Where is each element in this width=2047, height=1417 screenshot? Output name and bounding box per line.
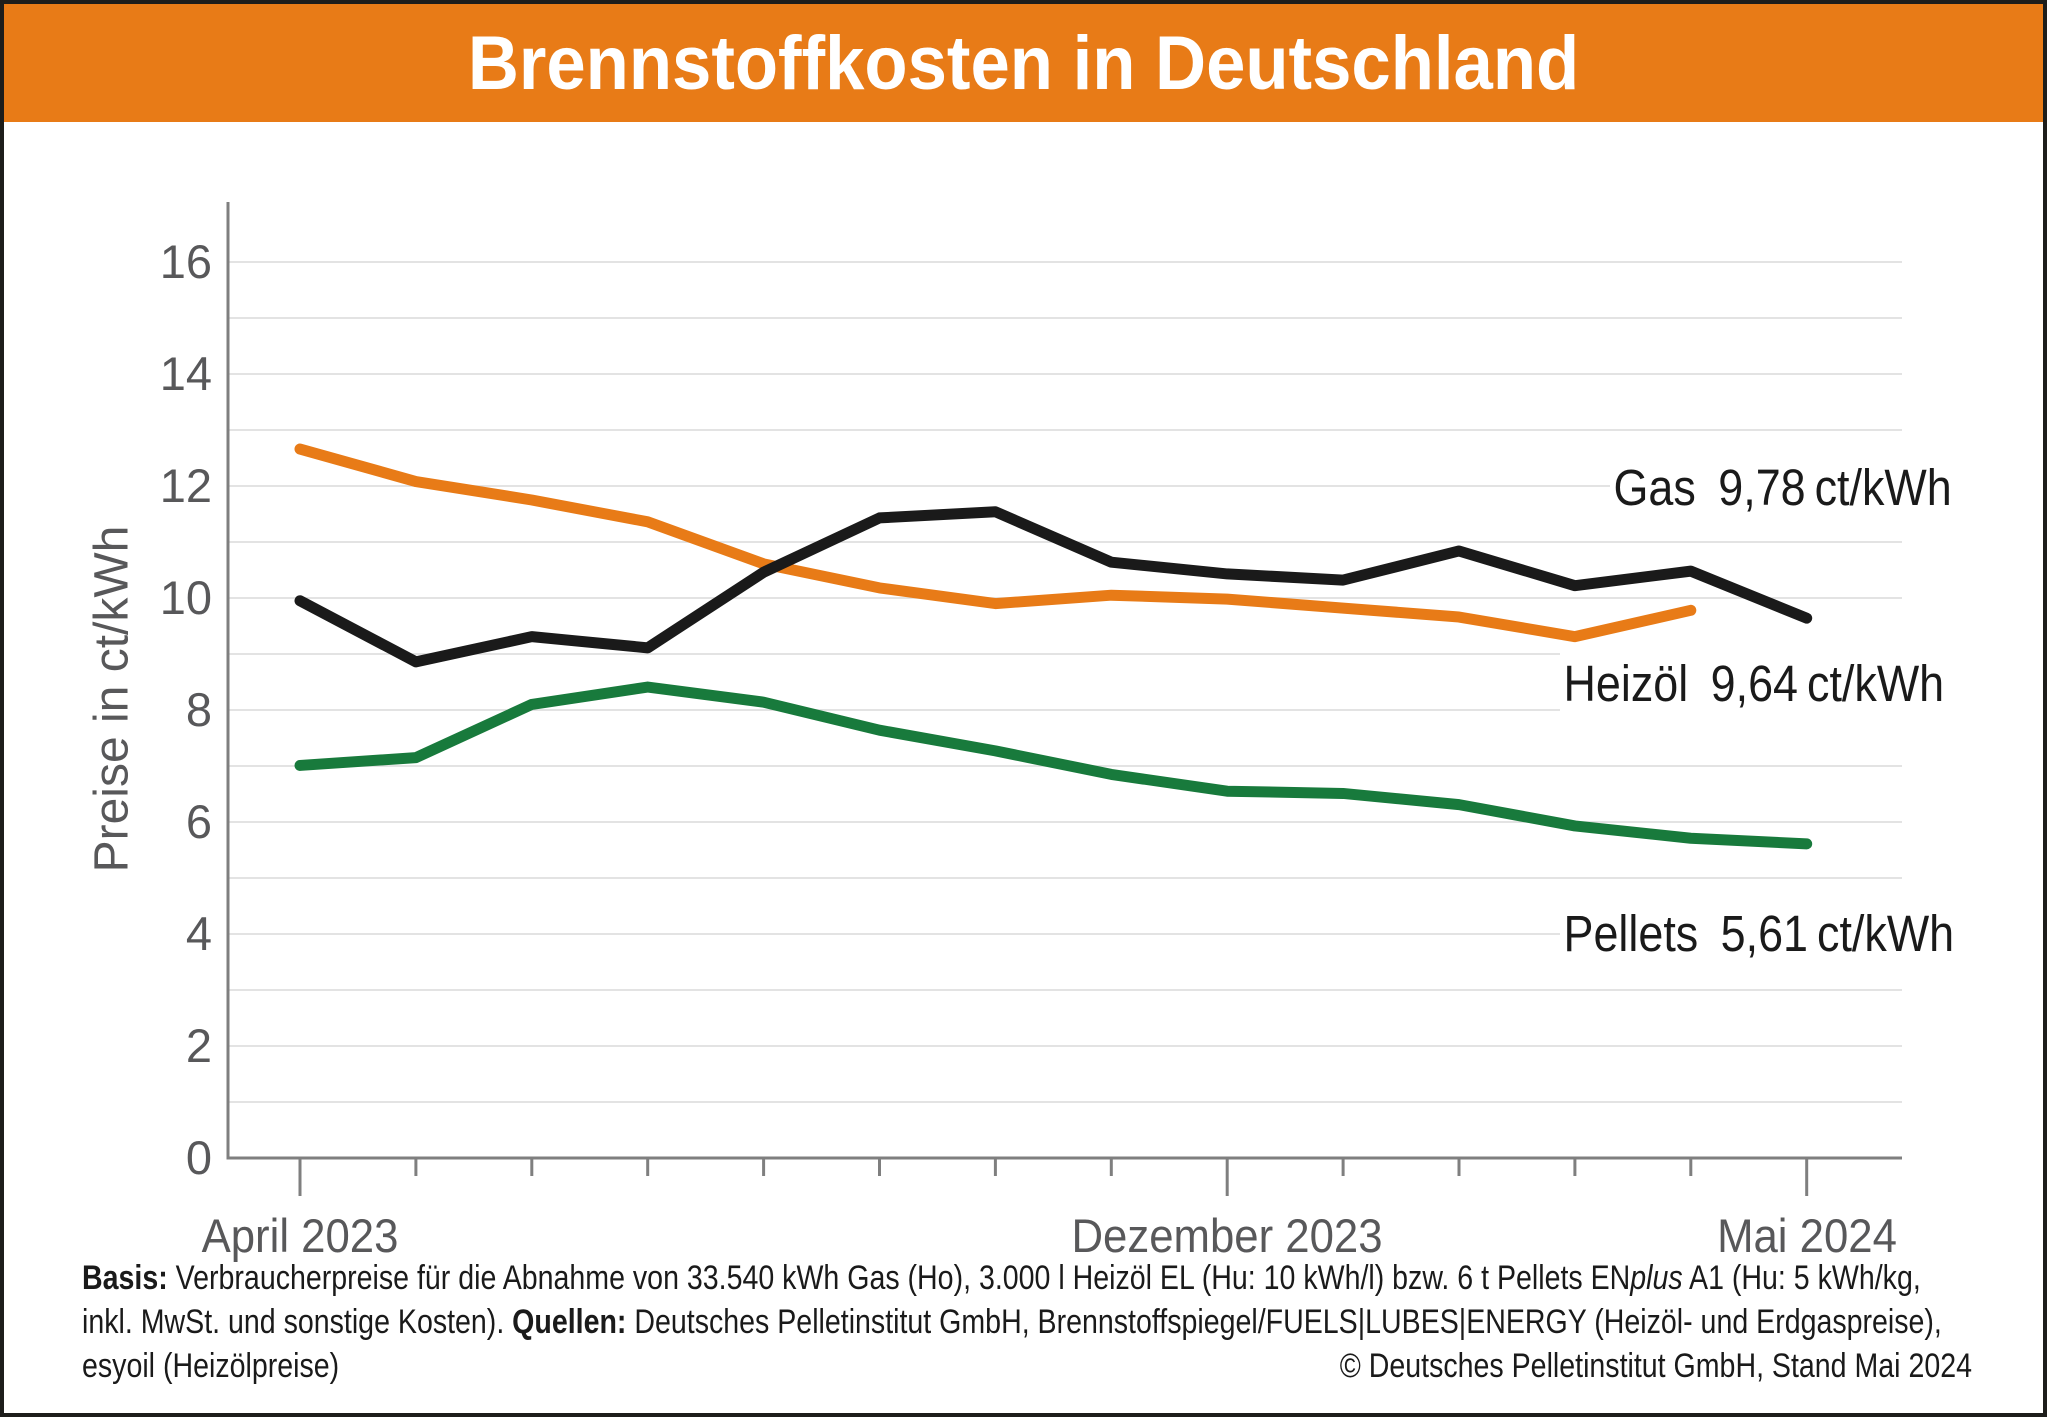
- y-tick-label: 8: [185, 683, 212, 736]
- y-tick-label: 14: [159, 347, 212, 400]
- footer-text: inkl. MwSt. und sonstige Kosten). Quelle…: [82, 1303, 1942, 1341]
- footer-line: esyoil (Heizölpreise) © Deutsches Pelleti…: [82, 1344, 1972, 1388]
- page-title: Brennstoffkosten in Deutschland: [467, 20, 1580, 106]
- x-tick-label: April 2023: [201, 1209, 399, 1262]
- y-tick-label: 6: [185, 795, 212, 848]
- footer-line: inkl. MwSt. und sonstige Kosten). Quelle…: [82, 1300, 1972, 1344]
- footer-line: Basis: Verbraucherpreise für die Abnahme…: [82, 1256, 1972, 1300]
- x-tick-label: Mai 2024: [1716, 1209, 1897, 1262]
- footer-source-note: Basis: Verbraucherpreise für die Abnahme…: [82, 1256, 1972, 1388]
- y-tick-label: 12: [159, 459, 212, 512]
- series-label-gas: Gas 9,78 ct/kWh: [1610, 456, 1963, 523]
- copyright-note: © Deutsches Pelletinstitut GmbH, Stand M…: [1339, 1347, 1972, 1385]
- series-label-pellets: Pellets 5,61 ct/kWh: [1560, 902, 1965, 969]
- series-line-pellets: [294, 681, 1813, 850]
- y-tick-label: 0: [185, 1131, 212, 1184]
- series-line-heizoel: [294, 506, 1813, 668]
- footer-text: Basis: Verbraucherpreise für die Abnahme…: [82, 1259, 1921, 1297]
- footer-text: esyoil (Heizölpreise): [82, 1347, 340, 1385]
- y-tick-label: 4: [185, 907, 212, 960]
- y-tick-label: 16: [159, 235, 212, 288]
- y-tick-label: 10: [159, 571, 212, 624]
- title-banner: Brennstoffkosten in Deutschland: [4, 4, 2043, 122]
- x-tick-label: Dezember 2023: [1071, 1209, 1383, 1262]
- series-line-gas: [294, 443, 1697, 643]
- y-tick-label: 2: [185, 1019, 212, 1072]
- series-label-heizoel: Heizöl 9,64 ct/kWh: [1560, 652, 1955, 719]
